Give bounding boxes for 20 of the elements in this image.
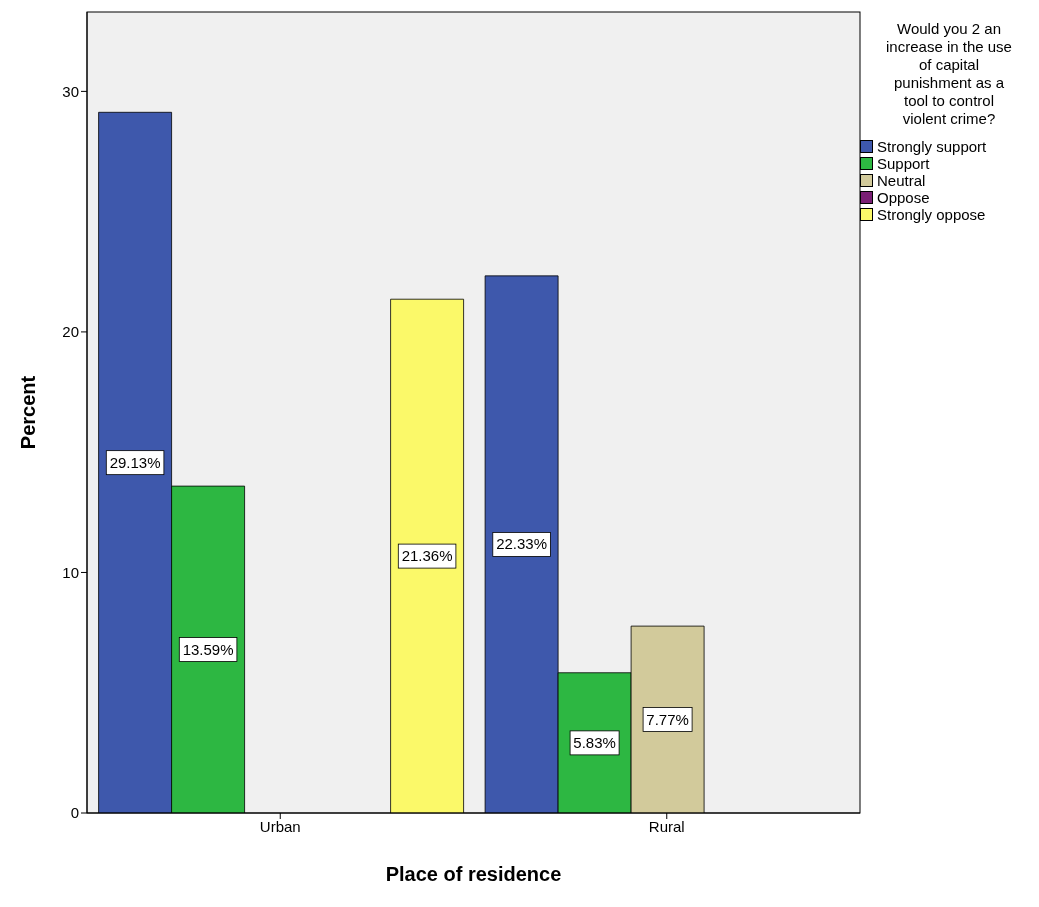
legend-label: Strongly oppose [877,206,986,223]
legend-label: Oppose [877,189,930,206]
y-tick-label: 10 [62,563,79,581]
data-label: 29.13% [109,453,161,471]
data-label: 22.33% [496,535,548,553]
data-label: 5.83% [573,733,616,751]
x-tick-label: Rural [648,817,685,835]
data-label: 21.36% [401,547,453,565]
x-tick-label: Urban [259,817,301,835]
y-tick-label: 0 [70,804,79,822]
legend-label: Strongly support [877,138,987,155]
y-axis-title: Percent [17,375,40,450]
y-tick-label: 30 [62,82,79,100]
legend-label: Support [877,155,930,172]
legend-label: Neutral [877,172,926,189]
y-tick-label: 20 [62,323,79,341]
data-label: 7.77% [646,710,689,728]
x-axis-title: Place of residence [385,863,562,885]
data-label: 13.59% [182,640,234,658]
legend-title: Would you 2 an increase in the use of capital punishment as a tool to control violent crime? [885,20,1013,128]
